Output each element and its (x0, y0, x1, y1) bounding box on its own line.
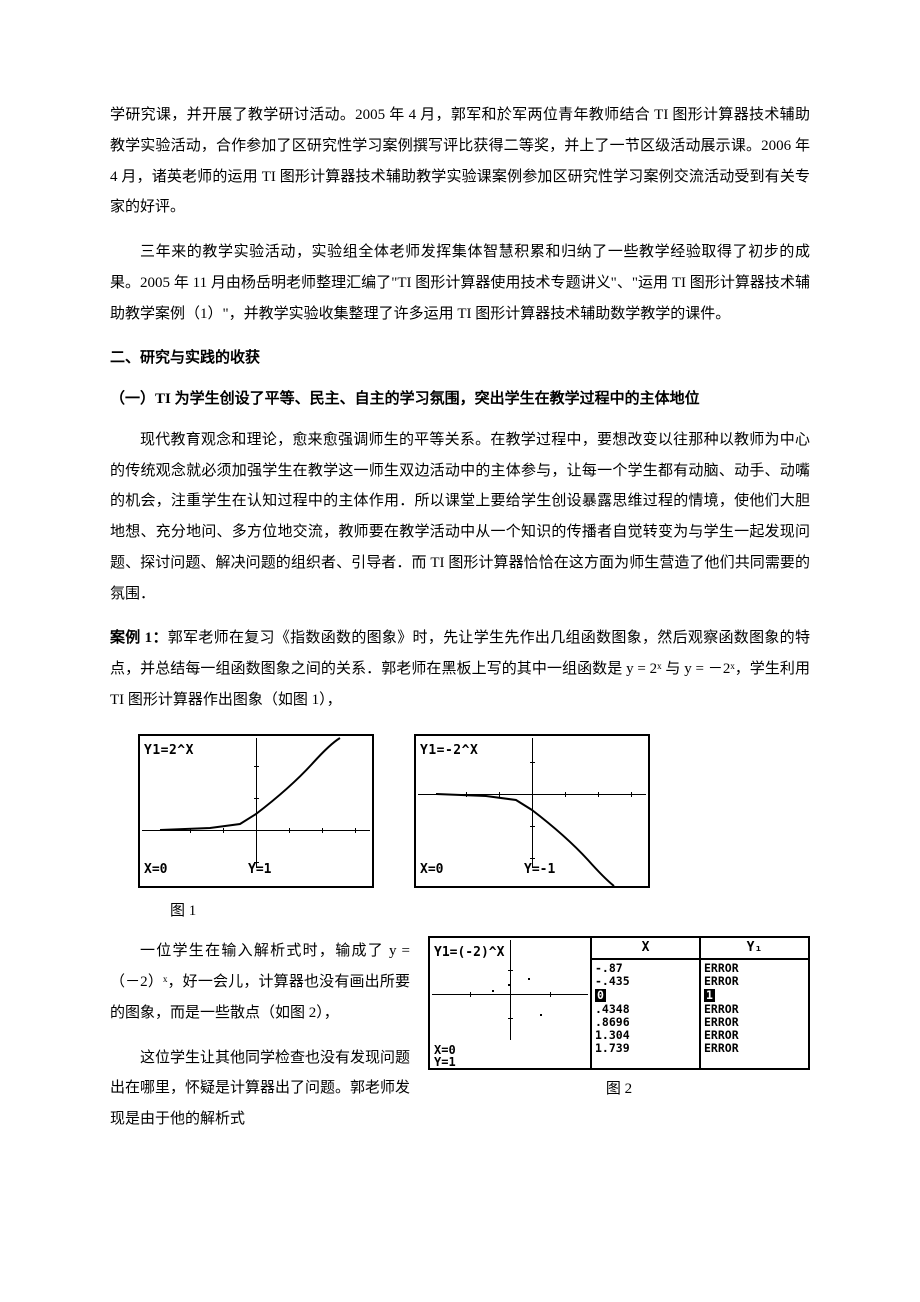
fig2-col-y-header: Y₁ (701, 938, 808, 958)
fig2-col-x-header: X (592, 938, 701, 958)
paragraph-5: 这位学生让其他同学检查也没有发现问题出在哪里，怀疑是计算器出了问题。郭老师发现是… (110, 1043, 410, 1135)
calc2-y-label: Y=-1 (524, 857, 555, 884)
document-page: 学研究课，并开展了教学研讨活动。2005 年 4 月，郭军和於军两位青年教师结合… (0, 0, 920, 1302)
calc1-y-label: Y=1 (248, 857, 271, 884)
paragraph-2: 三年来的教学实验活动，实验组全体老师发挥集体智慧积累和归纳了一些教学经验取得了初… (110, 237, 810, 329)
paragraph-4: 一位学生在输入解析式时，输成了 y =（－2）ˣ，好一会儿，计算器也没有画出所要… (110, 936, 410, 1028)
figure-1-caption: 图 1 (170, 896, 810, 927)
case-1-label: 案例 1： (110, 630, 168, 646)
subsection-heading-2-1: （一）TI 为学生创设了平等、民主、自主的学习氛围，突出学生在教学过程中的主体地… (110, 384, 810, 415)
section-heading-2: 二、研究与实践的收获 (110, 343, 810, 374)
fig2-y-label: Y=1 (434, 1056, 456, 1068)
calc-screen-1: Y1=2^X X=0 Y=1 (138, 734, 374, 888)
figure-2-caption: 图 2 (428, 1074, 810, 1105)
figure-2-block: 一位学生在输入解析式时，输成了 y =（－2）ˣ，好一会儿，计算器也没有画出所要… (110, 936, 810, 1135)
fig2-y-axis (510, 940, 511, 1040)
calc-screen-2: Y1=-2^X X=0 Y=-1 (414, 734, 650, 888)
calc1-x-label: X=0 (144, 857, 167, 884)
case-1-text: 郭军老师在复习《指数函数的图象》时，先让学生先作出几组函数图象，然后观察函数图象… (110, 630, 810, 708)
fig2-equation: Y1=(-2)^X (434, 940, 504, 967)
fig2-table-panel: X Y₁ -.87 -.435 0 .4348 .8696 1.304 1.73… (592, 938, 808, 1068)
figure-1-row: Y1=2^X X=0 Y=1 Y1=-2^X (138, 734, 810, 888)
paragraph-1: 学研究课，并开展了教学研讨活动。2005 年 4 月，郭军和於军两位青年教师结合… (110, 100, 810, 223)
fig2-graph-panel: Y1=(-2)^X X=0 Y=1 (430, 938, 592, 1068)
calc2-x-label: X=0 (420, 857, 443, 884)
case-1-paragraph: 案例 1：郭军老师在复习《指数函数的图象》时，先让学生先作出几组函数图象，然后观… (110, 623, 810, 715)
fig2-y-column: ERROR ERROR 1 ERROR ERROR ERROR ERROR (701, 960, 808, 1068)
figure-2-panels: Y1=(-2)^X X=0 Y=1 (428, 936, 810, 1070)
paragraph-3: 现代教育观念和理论，愈来愈强调师生的平等关系。在教学过程中，要想改变以往那种以教… (110, 425, 810, 610)
fig2-x-column: -.87 -.435 0 .4348 .8696 1.304 1.739 (592, 960, 701, 1068)
